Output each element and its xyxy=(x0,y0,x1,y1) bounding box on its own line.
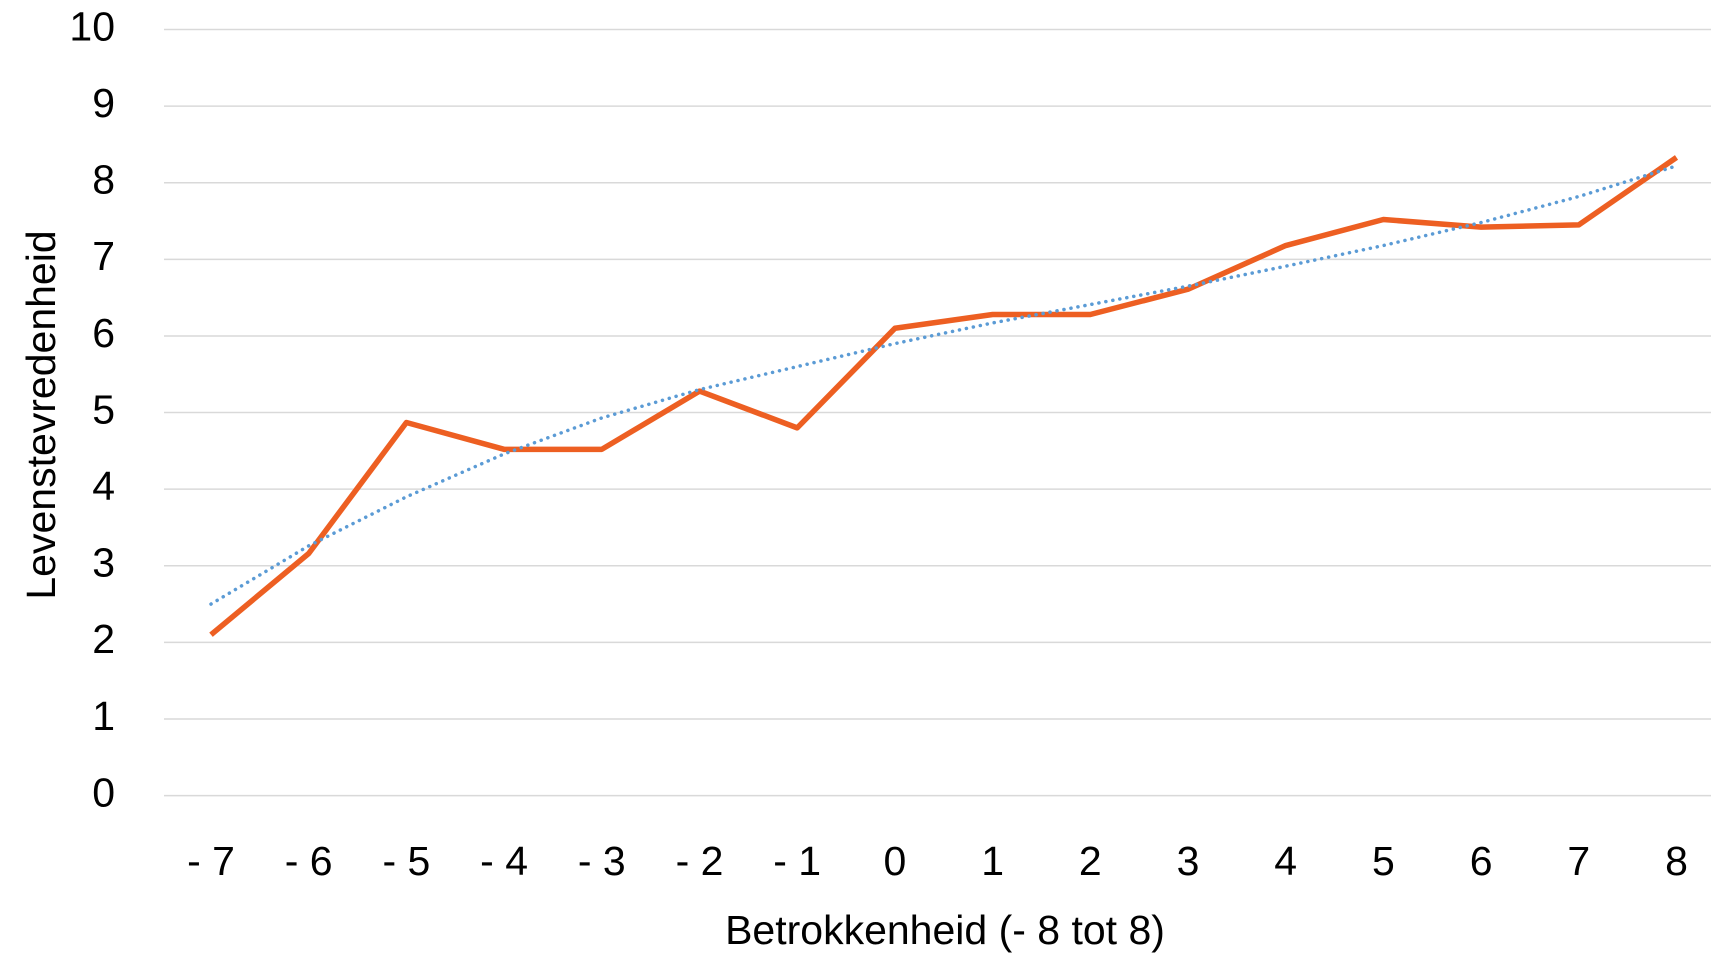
data-line xyxy=(209,155,1679,637)
x-tick-label: - 5 xyxy=(382,838,430,884)
x-tick-label: 3 xyxy=(1177,838,1200,884)
x-tick-label: 8 xyxy=(1665,838,1688,884)
y-tick-label: 6 xyxy=(92,310,115,356)
x-tick-label: - 3 xyxy=(578,838,626,884)
x-tick-label: 1 xyxy=(981,838,1004,884)
y-tick-label: 9 xyxy=(92,80,115,126)
x-tick-label: 7 xyxy=(1567,838,1590,884)
y-tick-label: 10 xyxy=(69,3,115,49)
y-tick-label: 1 xyxy=(92,693,115,739)
x-tick-label: - 6 xyxy=(285,838,333,884)
x-axis-title: Betrokkenheid (- 8 tot 8) xyxy=(725,907,1165,953)
y-tick-label: 2 xyxy=(92,616,115,662)
x-tick-label: - 4 xyxy=(480,838,528,884)
y-tick-label: 7 xyxy=(92,233,115,279)
x-tick-label: 5 xyxy=(1372,838,1395,884)
trend-line xyxy=(209,164,1679,606)
y-axis-title: Levenstevredenheid xyxy=(18,230,64,599)
x-tick-label: 4 xyxy=(1274,838,1297,884)
x-tick-label: - 1 xyxy=(773,838,821,884)
x-tick-label: 0 xyxy=(883,838,906,884)
x-tick-label: 2 xyxy=(1079,838,1102,884)
y-tick-label: 4 xyxy=(92,463,115,509)
x-tick-label: 6 xyxy=(1470,838,1493,884)
x-tick-label: - 2 xyxy=(676,838,724,884)
y-tick-label: 5 xyxy=(92,386,115,432)
y-tick-label: 3 xyxy=(92,540,115,586)
y-tick-label: 8 xyxy=(92,157,115,203)
x-tick-label: - 7 xyxy=(187,838,235,884)
y-tick-label: 0 xyxy=(92,769,115,815)
